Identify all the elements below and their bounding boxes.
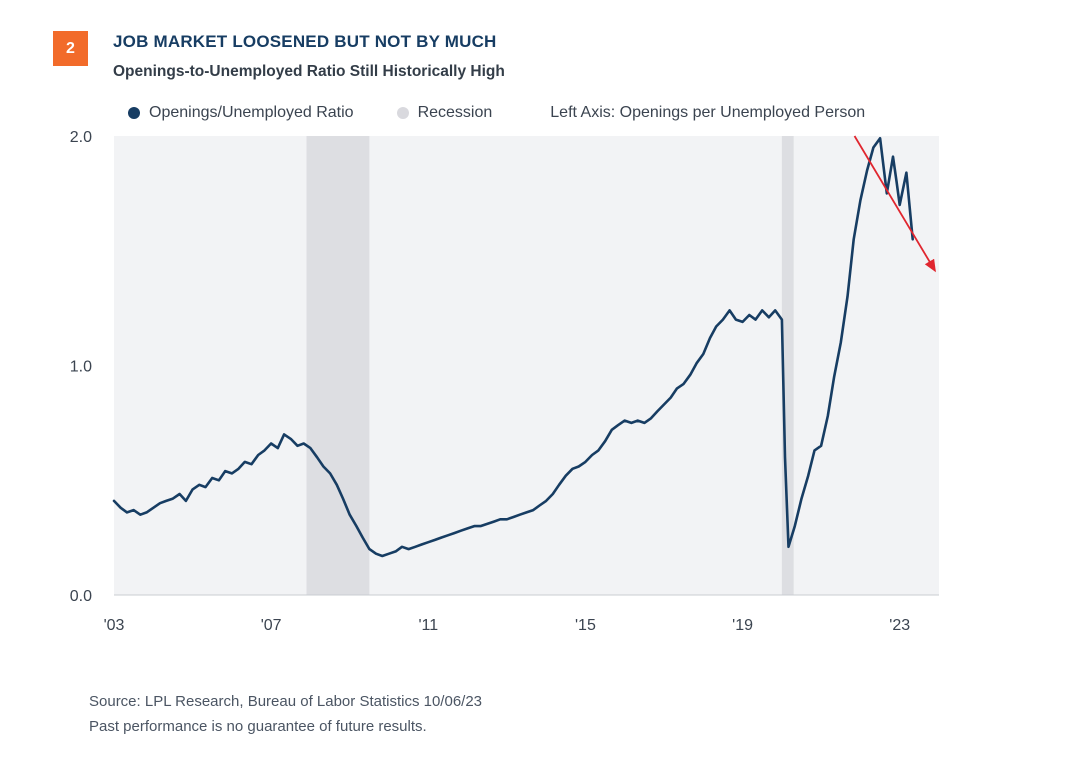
series-lines (112, 137, 914, 558)
x-tick-label: '19 (732, 617, 753, 634)
legend-item-series: Openings/Unemployed Ratio (128, 104, 354, 122)
x-tick-label: '11 (418, 617, 438, 634)
series-line (112, 137, 914, 558)
x-tick-label: '15 (575, 617, 596, 634)
y-tick-label: 1.0 (70, 359, 92, 376)
figure-number-badge: 2 (53, 31, 88, 66)
x-tick-label: '07 (261, 617, 282, 634)
legend-axis-note: Left Axis: Openings per Unemployed Perso… (550, 104, 865, 122)
legend-recession-label: Recession (417, 104, 493, 121)
legend-item-recession: Recession (396, 104, 493, 122)
annotations (853, 135, 936, 273)
recession-band (306, 136, 370, 595)
legend-series-label: Openings/Unemployed Ratio (149, 104, 354, 121)
chart-legend: Openings/Unemployed Ratio Recession Left… (128, 102, 865, 124)
recession-band (781, 136, 794, 595)
legend-recession-dot-icon (396, 107, 409, 119)
recession-bands (306, 136, 794, 595)
disclaimer-note: Past performance is no guarantee of futu… (89, 718, 427, 735)
chart-footer: Source: LPL Research, Bureau of Labor St… (89, 689, 482, 739)
trend-arrow (853, 135, 936, 273)
source-note: Source: LPL Research, Bureau of Labor St… (89, 693, 483, 710)
x-tick-label: '23 (889, 617, 910, 634)
x-tick-label: '03 (104, 617, 125, 634)
chart-title: JOB MARKET LOOSENED BUT NOT BY MUCH (113, 32, 497, 51)
axis-note-label: Left Axis: Openings per Unemployed Perso… (550, 104, 866, 121)
axes: 0.0 1.0 2.0 '03 '07 '11 '15 '19 '23 (70, 129, 939, 634)
legend-series-dot-icon (128, 107, 140, 119)
chart-subtitle: Openings-to-Unemployed Ratio Still Histo… (113, 63, 505, 80)
y-tick-label: 2.0 (70, 129, 92, 146)
y-tick-label: 0.0 (70, 588, 92, 605)
plot-area (114, 136, 939, 595)
